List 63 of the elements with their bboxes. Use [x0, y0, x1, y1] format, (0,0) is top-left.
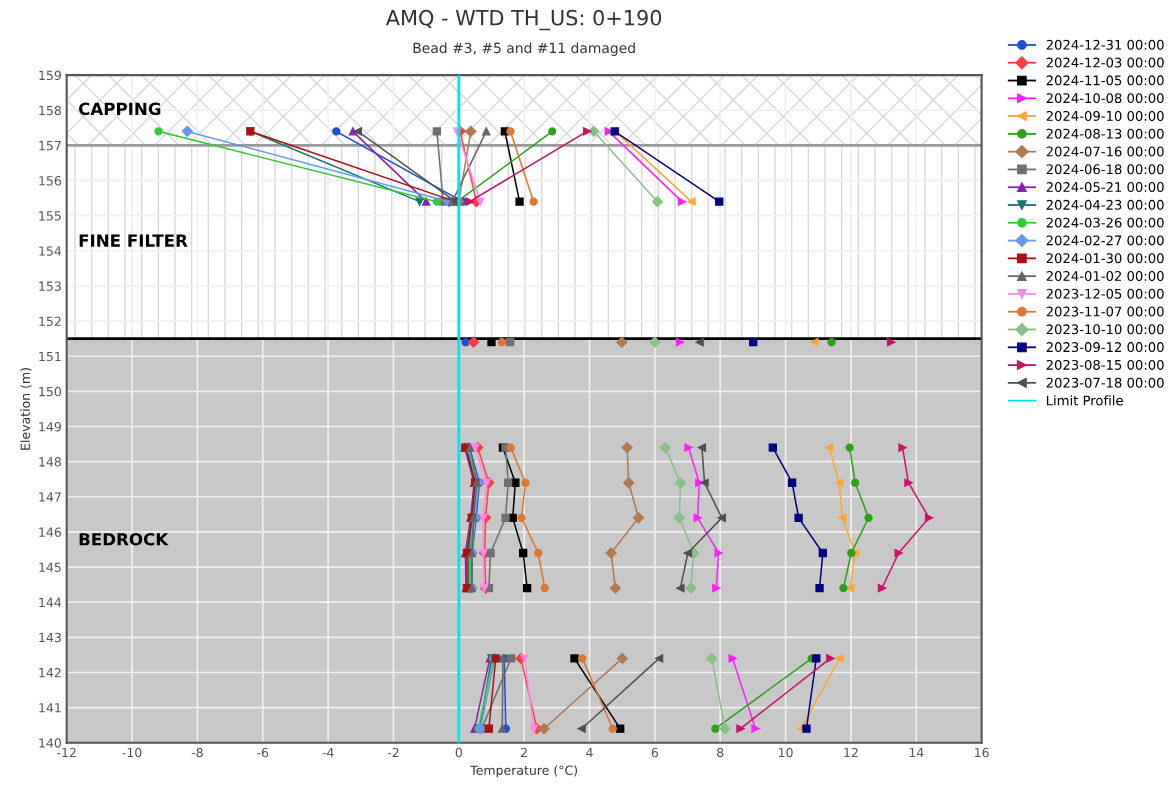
x-tick-label: 2: [521, 747, 527, 758]
x-axis-title: Temperature (°C): [470, 765, 578, 778]
legend-label: 2024-01-30 00:00: [1046, 253, 1164, 264]
y-tick-label: 142: [39, 667, 61, 678]
x-tick-label: 6: [651, 747, 659, 758]
y-tick-label: 157: [39, 141, 61, 151]
legend-label: 2024-11-05 00:00: [1046, 75, 1164, 86]
y-tick-label: 144: [39, 597, 62, 607]
y-tick-label: 158: [39, 105, 61, 116]
y-tick-label: 145: [39, 562, 61, 572]
x-tick-label: 12: [844, 747, 858, 758]
legend-label: 2023-10-10 00:00: [1046, 324, 1164, 335]
band-label: CAPPING: [78, 102, 161, 116]
x-tick-label: -8: [191, 747, 203, 758]
x-tick-label: 4: [586, 747, 593, 758]
legend-label: 2024-12-31 00:00: [1046, 39, 1164, 50]
y-tick-label: 156: [39, 176, 62, 186]
y-tick-label: 149: [39, 421, 61, 432]
y-tick-label: 159: [39, 70, 61, 81]
x-tick-label: -6: [257, 747, 269, 758]
x-tick-label: -2: [387, 747, 399, 758]
legend-label: Limit Profile: [1046, 395, 1123, 406]
chart-title: AMQ - WTD TH_US: 0+190: [385, 9, 662, 31]
x-tick-label: -4: [322, 747, 334, 758]
y-tick-label: 146: [39, 527, 62, 537]
legend-label: 2024-05-21 00:00: [1046, 182, 1164, 193]
y-tick-label: 143: [39, 632, 61, 643]
x-tick-label: 10: [778, 747, 793, 758]
legend-label: 2024-09-10 00:00: [1046, 110, 1164, 121]
y-tick-label: 140: [39, 738, 61, 748]
legend-label: 2024-12-03 00:00: [1046, 57, 1164, 68]
legend-label: 2023-08-15 00:00: [1046, 359, 1164, 370]
chart-subtitle: Bead #3, #5 and #11 damaged: [413, 42, 635, 56]
legend-label: 2024-06-18 00:00: [1046, 164, 1164, 175]
legend-label: 2024-10-08 00:00: [1046, 93, 1164, 104]
y-tick-label: 141: [39, 703, 61, 713]
legend-label: 2024-07-16 00:00: [1046, 146, 1164, 157]
y-tick-label: 154: [39, 246, 62, 256]
y-tick-label: 153: [39, 281, 61, 291]
y-tick-label: 155: [39, 211, 61, 221]
x-tick-label: 8: [717, 747, 724, 758]
y-tick-label: 151: [39, 351, 61, 362]
y-tick-label: 148: [39, 457, 61, 467]
legend-label: 2023-07-18 00:00: [1046, 377, 1164, 388]
y-tick-label: 147: [39, 492, 61, 502]
x-tick-label: -12: [57, 747, 76, 758]
x-tick-label: 0: [455, 747, 462, 758]
x-tick-label: 14: [909, 747, 924, 758]
legend-label: 2024-01-02 00:00: [1046, 270, 1164, 281]
legend-label: 2024-02-27 00:00: [1046, 235, 1164, 246]
y-tick-label: 152: [39, 316, 61, 327]
x-tick-label: -10: [122, 747, 142, 758]
y-axis-title: Elevation (m): [20, 368, 32, 450]
legend-label: 2023-12-05 00:00: [1046, 288, 1164, 299]
band-label: BEDROCK: [79, 532, 169, 546]
legend-label: 2023-09-12 00:00: [1046, 342, 1164, 353]
legend-label: 2023-11-07 00:00: [1046, 306, 1164, 317]
y-tick-label: 150: [39, 386, 61, 397]
legend-label: 2024-03-26 00:00: [1046, 217, 1164, 228]
x-tick-label: 16: [975, 747, 989, 758]
legend-label: 2024-04-23 00:00: [1046, 199, 1164, 210]
legend-label: 2024-08-13 00:00: [1046, 128, 1164, 139]
band-label: FINE FILTER: [79, 234, 188, 247]
